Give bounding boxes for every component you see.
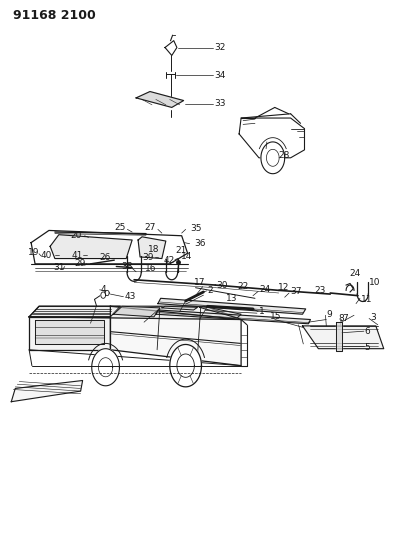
Text: 38: 38 (121, 262, 133, 271)
Text: 22: 22 (237, 281, 249, 290)
Text: 29: 29 (75, 260, 86, 268)
Text: 16: 16 (145, 264, 156, 272)
Text: 33: 33 (215, 99, 226, 108)
Text: 15: 15 (270, 312, 282, 321)
Polygon shape (162, 306, 198, 310)
Text: 24: 24 (349, 269, 360, 278)
Polygon shape (177, 354, 194, 377)
Text: 40: 40 (41, 251, 52, 260)
Polygon shape (200, 306, 241, 318)
Polygon shape (29, 306, 241, 319)
Polygon shape (114, 306, 160, 317)
Polygon shape (138, 237, 166, 259)
Text: 19: 19 (28, 248, 40, 257)
Polygon shape (11, 381, 83, 402)
Text: 9: 9 (326, 310, 332, 319)
Polygon shape (29, 317, 111, 350)
Text: 36: 36 (194, 239, 206, 248)
Text: 30: 30 (217, 280, 228, 289)
Polygon shape (302, 326, 384, 349)
Text: 8: 8 (338, 314, 344, 323)
Polygon shape (170, 344, 201, 387)
Text: 18: 18 (148, 245, 160, 254)
Text: 32: 32 (215, 43, 226, 52)
Text: 26: 26 (100, 253, 111, 262)
Polygon shape (267, 149, 279, 166)
Text: 11: 11 (361, 295, 373, 304)
Text: 6: 6 (365, 327, 371, 336)
Text: 25: 25 (114, 223, 126, 232)
Polygon shape (101, 292, 106, 298)
Text: 4: 4 (101, 285, 106, 294)
Text: 3: 3 (370, 313, 375, 322)
Text: 34: 34 (215, 70, 226, 79)
Polygon shape (261, 142, 285, 174)
Text: 31: 31 (53, 263, 64, 272)
Polygon shape (136, 92, 184, 108)
Text: 21: 21 (175, 246, 186, 255)
Text: 24: 24 (260, 285, 271, 294)
Text: 42: 42 (164, 256, 175, 265)
Polygon shape (50, 235, 132, 259)
Text: 23: 23 (314, 286, 326, 295)
Text: 27: 27 (145, 223, 156, 232)
Polygon shape (111, 306, 241, 366)
Text: 5: 5 (365, 343, 371, 352)
Text: 17: 17 (194, 278, 205, 287)
Text: 41: 41 (72, 251, 83, 260)
Text: 91168 2100: 91168 2100 (13, 9, 96, 22)
Polygon shape (336, 322, 342, 351)
Polygon shape (35, 319, 105, 344)
Polygon shape (105, 290, 109, 296)
Text: 39: 39 (142, 253, 154, 262)
Text: 28: 28 (279, 151, 290, 160)
Text: 35: 35 (190, 224, 202, 233)
Text: 20: 20 (71, 231, 82, 240)
Text: 37: 37 (290, 287, 302, 296)
Text: 10: 10 (369, 278, 380, 287)
Polygon shape (29, 306, 120, 317)
Text: 14: 14 (181, 253, 192, 262)
Text: 7: 7 (342, 314, 348, 323)
Text: 43: 43 (124, 292, 136, 301)
Polygon shape (99, 358, 113, 377)
Text: 12: 12 (278, 283, 289, 292)
Polygon shape (92, 349, 119, 386)
Polygon shape (158, 298, 306, 314)
Text: 13: 13 (227, 294, 238, 303)
Text: 2: 2 (207, 286, 213, 295)
Polygon shape (156, 310, 310, 324)
Text: 1: 1 (259, 307, 265, 316)
